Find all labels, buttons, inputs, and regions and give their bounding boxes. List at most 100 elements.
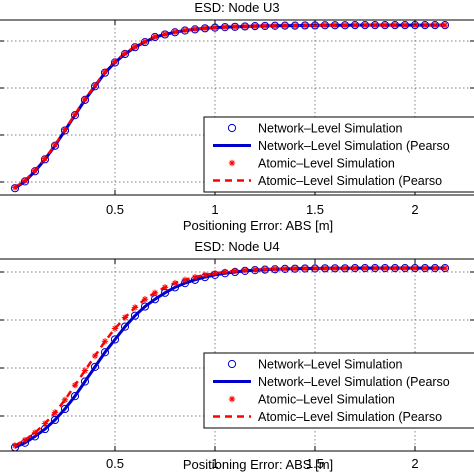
star-marker — [401, 264, 409, 272]
star-marker — [101, 338, 109, 345]
circle-marker — [220, 23, 230, 32]
x-tick-label: 1 — [211, 202, 218, 217]
circle-marker — [360, 20, 370, 30]
star-marker — [21, 177, 29, 184]
star-marker — [431, 264, 439, 272]
circle-marker — [420, 20, 430, 30]
star-marker — [41, 420, 49, 427]
circle-marker — [280, 264, 290, 273]
star-marker — [421, 264, 429, 272]
star-marker — [131, 304, 139, 311]
star-marker — [151, 33, 159, 40]
star-marker — [411, 264, 419, 272]
circle-marker — [290, 21, 300, 30]
circle-marker — [390, 20, 400, 30]
circle-marker — [250, 22, 260, 31]
legend-entry: Atomic–Level Simulation — [228, 157, 395, 171]
circle-marker — [90, 362, 100, 371]
circle-marker — [400, 20, 410, 30]
star-marker — [441, 21, 449, 29]
legend-entry: Atomic–Level Simulation — [228, 393, 395, 407]
star-marker — [331, 22, 339, 29]
star-marker — [351, 264, 359, 272]
circle-marker — [300, 21, 310, 30]
star-marker — [171, 28, 179, 36]
star-marker — [281, 265, 289, 272]
star-marker — [21, 436, 29, 444]
circle-marker — [100, 348, 110, 357]
circle-marker — [330, 264, 340, 273]
circle-marker — [260, 21, 270, 31]
legend-star-marker — [228, 159, 236, 167]
star-marker — [131, 43, 139, 50]
circle-marker — [230, 22, 240, 31]
x-tick-label: 0.5 — [106, 456, 124, 471]
star-marker — [361, 264, 369, 272]
circle-marker — [170, 28, 180, 37]
circle-marker — [380, 20, 390, 30]
star-marker — [201, 271, 209, 279]
circle-marker — [440, 264, 450, 273]
star-marker — [301, 22, 309, 29]
star-marker — [71, 111, 79, 118]
star-marker — [371, 21, 379, 29]
chart-u3-legend: Network–Level Simulation Network–Level Si… — [203, 116, 474, 193]
legend-label: Network–Level Simulation — [258, 122, 403, 136]
circle-marker — [370, 20, 380, 30]
star-marker — [341, 264, 349, 272]
star-marker — [291, 265, 299, 272]
circle-marker — [350, 264, 360, 273]
star-marker — [191, 25, 199, 33]
x-tick-label: 0.5 — [106, 202, 124, 217]
circle-marker — [70, 392, 80, 401]
star-marker — [141, 296, 149, 303]
star-marker — [271, 22, 279, 29]
x-tick-label: 2 — [411, 202, 418, 217]
star-marker — [391, 264, 399, 272]
star-marker — [81, 367, 89, 374]
star-marker — [181, 276, 189, 284]
series-line — [14, 266, 445, 447]
circle-marker — [240, 22, 250, 31]
star-marker — [111, 58, 119, 65]
legend-star-marker — [228, 395, 236, 403]
star-marker — [261, 266, 269, 273]
star-marker — [371, 264, 379, 272]
star-marker — [251, 266, 259, 273]
circle-marker — [130, 311, 140, 320]
chart-u3-series — [10, 20, 450, 193]
legend-label: Atomic–Level Simulation — [258, 157, 395, 171]
legend-label: Network–Level Simulation (Pearso — [258, 139, 450, 153]
star-marker — [401, 21, 409, 29]
star-marker — [351, 21, 359, 29]
legend-label: Network–Level Simulation — [258, 358, 403, 372]
legend-entry: Network–Level Simulation (Pearso — [213, 375, 450, 389]
star-marker — [291, 22, 299, 29]
circle-marker — [300, 264, 310, 273]
star-marker — [321, 265, 329, 272]
circle-marker — [390, 264, 400, 273]
star-marker — [11, 442, 19, 449]
chart-u4-x-ticks: 0.5 1 1.5 2 — [0, 259, 474, 471]
star-marker — [441, 264, 449, 272]
legend-label: Atomic–Level Simulation (Pearso — [258, 410, 442, 424]
circle-marker — [50, 415, 60, 425]
star-marker — [331, 265, 339, 272]
circle-marker — [80, 377, 90, 386]
legend-entry: Network–Level Simulation — [227, 358, 403, 372]
circle-marker — [150, 32, 160, 42]
star-marker — [381, 264, 389, 272]
chart-u3-title: ESD: Node U3 — [194, 0, 279, 15]
circle-marker — [110, 335, 120, 344]
chart-u4: ESD: Node U4 0.5 1 1.5 2 Positioning Error:… — [0, 239, 474, 472]
circle-marker — [420, 264, 430, 273]
star-marker — [241, 23, 249, 30]
star-marker — [141, 38, 149, 45]
circle-marker — [410, 264, 420, 273]
star-marker — [301, 265, 309, 272]
circle-marker — [430, 264, 440, 273]
star-marker — [321, 22, 329, 29]
legend-entry: Atomic–Level Simulation (Pearso — [213, 410, 442, 424]
x-tick-label: 1.5 — [306, 456, 324, 471]
